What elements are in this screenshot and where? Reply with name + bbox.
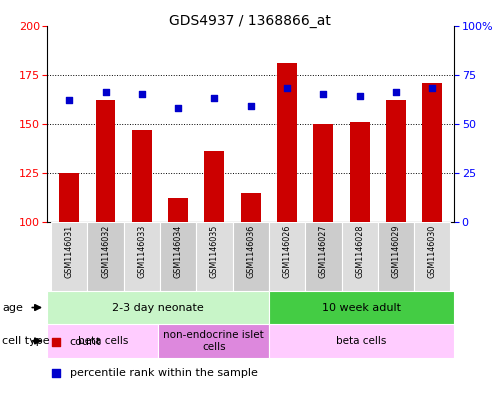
- Text: GSM1146035: GSM1146035: [210, 225, 219, 278]
- Text: GSM1146033: GSM1146033: [137, 225, 146, 278]
- Bar: [269, 324, 454, 358]
- Text: beta cells: beta cells: [336, 336, 387, 346]
- Bar: [277, 63, 297, 222]
- Text: GDS4937 / 1368866_at: GDS4937 / 1368866_at: [169, 14, 330, 28]
- Bar: [124, 222, 160, 291]
- Bar: [205, 151, 225, 222]
- Bar: [241, 193, 261, 222]
- Text: 10 week adult: 10 week adult: [322, 303, 401, 312]
- Bar: [196, 222, 233, 291]
- Bar: [95, 100, 115, 222]
- Bar: [132, 130, 152, 222]
- Text: cell type: cell type: [2, 336, 50, 346]
- Point: [319, 91, 327, 97]
- Point: [101, 89, 109, 95]
- Text: GSM1146027: GSM1146027: [319, 225, 328, 278]
- Text: age: age: [2, 303, 23, 312]
- Bar: [341, 222, 378, 291]
- Bar: [47, 324, 158, 358]
- Text: 2-3 day neonate: 2-3 day neonate: [112, 303, 204, 312]
- Text: beta cells: beta cells: [78, 336, 128, 346]
- Point: [174, 105, 182, 111]
- Bar: [233, 222, 269, 291]
- Bar: [160, 222, 196, 291]
- Bar: [87, 222, 124, 291]
- Bar: [59, 173, 79, 222]
- Point: [211, 95, 219, 101]
- Text: percentile rank within the sample: percentile rank within the sample: [70, 368, 257, 378]
- Point: [51, 339, 59, 345]
- Text: non-endocrine islet
cells: non-endocrine islet cells: [163, 330, 264, 352]
- Point: [356, 93, 364, 99]
- Point: [428, 85, 436, 92]
- Text: GSM1146026: GSM1146026: [282, 225, 291, 278]
- Text: GSM1146031: GSM1146031: [65, 225, 74, 278]
- Point: [392, 89, 400, 95]
- Bar: [414, 222, 451, 291]
- Bar: [269, 291, 454, 324]
- Text: GSM1146028: GSM1146028: [355, 225, 364, 278]
- Point: [138, 91, 146, 97]
- Bar: [378, 222, 414, 291]
- Bar: [269, 222, 305, 291]
- Bar: [386, 100, 406, 222]
- Bar: [51, 222, 87, 291]
- Bar: [168, 198, 188, 222]
- Text: GSM1146030: GSM1146030: [428, 225, 437, 278]
- Point: [65, 97, 73, 103]
- Bar: [305, 222, 341, 291]
- Bar: [350, 122, 370, 222]
- Text: GSM1146029: GSM1146029: [392, 225, 401, 278]
- Text: GSM1146034: GSM1146034: [174, 225, 183, 278]
- Text: GSM1146032: GSM1146032: [101, 225, 110, 278]
- Point: [283, 85, 291, 92]
- Bar: [422, 83, 442, 222]
- Bar: [158, 324, 269, 358]
- Point: [51, 370, 59, 376]
- Text: count: count: [70, 337, 101, 347]
- Point: [247, 103, 255, 109]
- Bar: [47, 291, 269, 324]
- Text: GSM1146036: GSM1146036: [246, 225, 255, 278]
- Bar: [313, 124, 333, 222]
